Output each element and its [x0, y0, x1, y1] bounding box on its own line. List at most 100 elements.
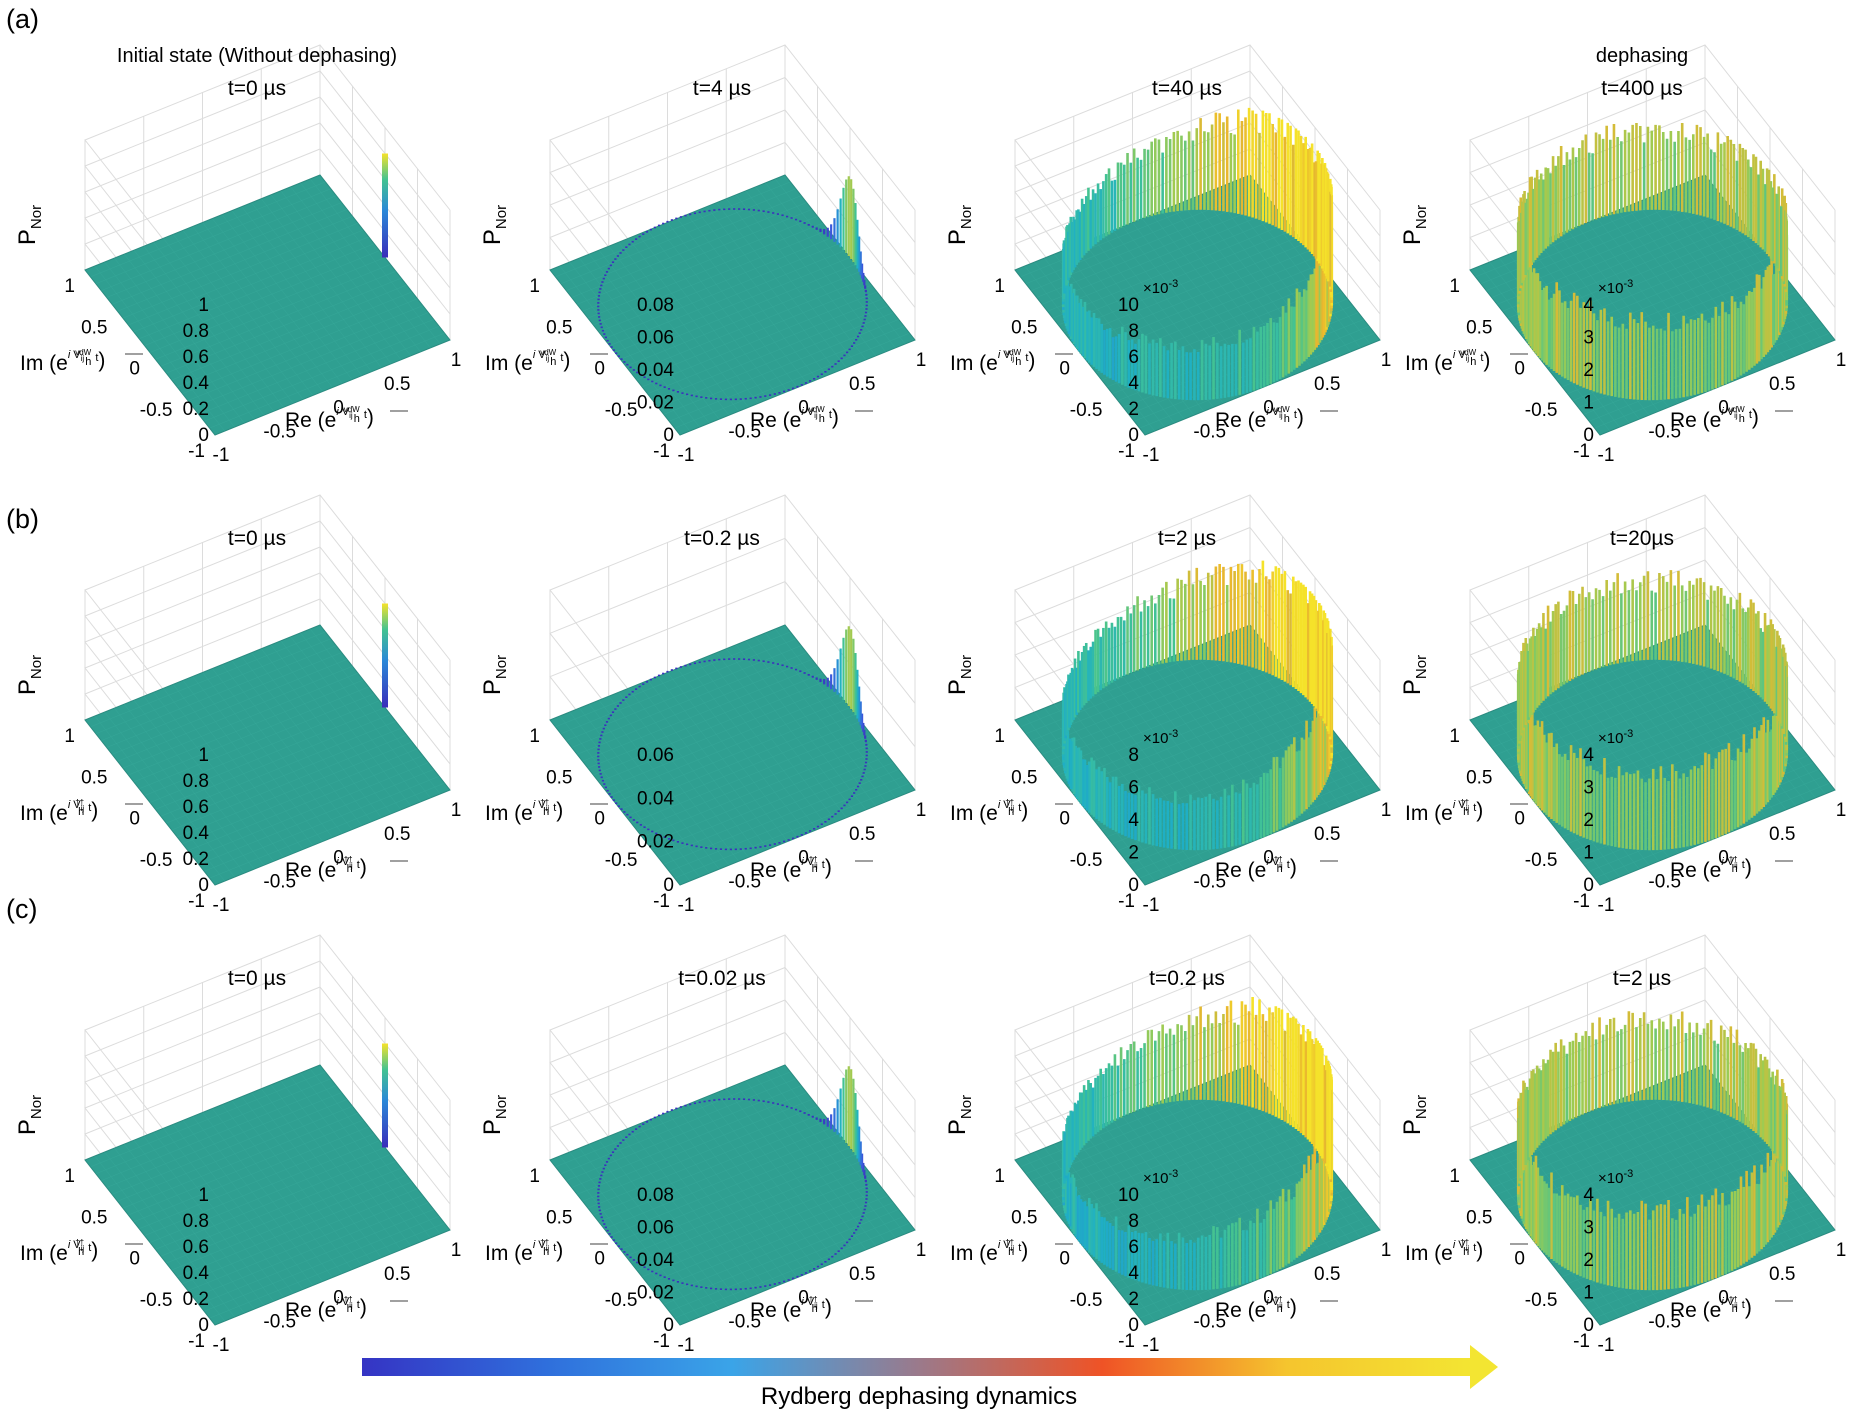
x-axis-label: Re (ei Vij†† h t): [1215, 1295, 1297, 1322]
y-tick-label: -1: [1118, 441, 1135, 462]
x-tick-label: 1: [1836, 800, 1847, 821]
y-tick-label: 0: [1059, 809, 1070, 830]
z-tick-label: 0.08: [637, 295, 674, 316]
y-tick-label: 0: [129, 359, 140, 380]
x-tick-label: -1: [1143, 895, 1160, 916]
y-tick-label: 0.5: [546, 767, 572, 788]
y-tick-label: -0.5: [1070, 1290, 1103, 1311]
bars: [597, 626, 868, 851]
z-tick-label: 0.04: [637, 1250, 674, 1271]
z-tick-label: 4: [1128, 373, 1139, 394]
z-exponent: ×10-3: [1143, 1168, 1178, 1187]
x-tick-label: -0.5: [1648, 1311, 1681, 1332]
peak-bar: [382, 153, 388, 258]
y-tick-label: -1: [653, 891, 670, 912]
bars: [1061, 107, 1334, 401]
z-ticks: 0 0.2 0.4 0.6 0.8 1: [183, 1185, 210, 1336]
x-tick-label: 0.5: [384, 374, 410, 395]
y-tick-label: -1: [188, 441, 205, 462]
x-tick-label: 1: [1836, 350, 1847, 371]
bars: [1061, 560, 1334, 851]
bars: [1516, 1011, 1789, 1291]
y-axis-label: Im (ei Vij†† h t): [1405, 798, 1483, 825]
x-tick-label: 1: [1381, 800, 1392, 821]
z-tick-label: 0.02: [637, 1283, 674, 1304]
x-axis-label: Re (ei VijvdW h t): [750, 405, 839, 432]
z-exponent: ×10-3: [1598, 1168, 1633, 1187]
mesh-line: [555, 181, 791, 278]
row-labels: (a) (b) (c): [6, 4, 39, 924]
x-tick-label: 1: [916, 800, 927, 821]
z-tick-label: 0: [1128, 875, 1139, 896]
x-tick-label: -0.5: [728, 1311, 761, 1332]
mesh-line: [775, 178, 906, 345]
x-tick-label: -0.5: [1648, 871, 1681, 892]
z-tick-label: 2: [1128, 843, 1139, 864]
z-axis-label: PNor: [1399, 1095, 1430, 1135]
z-tick-label: 0: [663, 1315, 674, 1336]
y-tick-label: 1: [1449, 1166, 1460, 1187]
x-tick-label: 0: [1263, 398, 1274, 419]
x-axis-label: Re (ei VijvdW h t): [285, 405, 374, 432]
y-tick-label: 0: [594, 1249, 605, 1270]
x-ticks: -1 -0.5 0 0.5 1: [678, 800, 927, 916]
x-tick-label: 0.5: [1314, 1264, 1340, 1285]
y-axis-label: Im (ei Vij†† h t): [20, 1238, 98, 1265]
x-axis-label: Re (ei Vij†† h t): [285, 1295, 367, 1322]
x-tick-label: -1: [678, 1335, 695, 1356]
panel-1-1: 00.020.040.06PNor-1-0.500.51-1-0.500.51I…: [479, 494, 927, 916]
mesh-line: [290, 186, 421, 352]
row-label: (b): [6, 504, 39, 534]
x-tick-label: 0: [798, 1288, 809, 1309]
z-tick-label: 0.2: [183, 849, 209, 870]
mesh-line: [775, 1068, 906, 1235]
z-tick-label: 0: [663, 875, 674, 896]
x-ticks: -1 -0.5 0 0.5 1: [1143, 800, 1392, 916]
z-exponent: ×10-3: [1143, 278, 1178, 297]
y-tick-label: -1: [188, 891, 205, 912]
x-tick-label: -1: [213, 1335, 230, 1356]
x-ticks: -1 -0.5 0 0.5 1: [1143, 350, 1392, 466]
y-ticks: -1 -0.50 0.5 1: [529, 276, 670, 462]
z-ticks: 0 1 2 3 4: [1583, 1185, 1594, 1336]
z-tick-label: 0: [1583, 1315, 1594, 1336]
bars: [1061, 997, 1334, 1291]
x-tick-label: 1: [1381, 1240, 1392, 1261]
z-ticks: 0 2 4 6 8 10: [1118, 295, 1140, 446]
y-tick-label: 0.5: [1011, 317, 1037, 338]
surface-mesh: [90, 178, 445, 432]
x-tick-label: -0.5: [728, 421, 761, 442]
y-tick-label: -0.5: [140, 1290, 173, 1311]
z-tick-label: 0: [198, 1315, 209, 1336]
z-axis-label: PNor: [1399, 655, 1430, 695]
y-tick-label: 0.5: [546, 317, 572, 338]
panel-title: t=4 µs: [693, 77, 751, 100]
y-tick-label: -0.5: [605, 850, 638, 871]
y-ticks: -1 -0.50 0.5 1: [529, 726, 670, 912]
panel-title: t=0 µs: [228, 527, 286, 550]
mesh-line: [310, 1068, 441, 1235]
y-tick-label: 0.5: [1011, 1207, 1037, 1228]
panel-0-1: 00.020.040.060.08PNor-1-0.500.51-1-0.500…: [479, 44, 926, 466]
mesh-line: [90, 631, 326, 728]
mesh-line: [95, 638, 331, 734]
z-tick-label: 1: [198, 295, 209, 316]
z-axis-label: PNor: [479, 1095, 510, 1135]
x-tick-label: 0: [1718, 398, 1729, 419]
y-tick-label: -0.5: [1525, 400, 1558, 421]
surface-mesh: [90, 1068, 445, 1322]
x-tick-label: -0.5: [728, 871, 761, 892]
mesh-line: [555, 631, 791, 728]
z-axis-label: PNor: [479, 205, 510, 245]
z-tick-label: 0: [198, 425, 209, 446]
y-tick-label: 1: [994, 726, 1005, 747]
panel-title: t=400 µs: [1601, 77, 1683, 100]
z-tick-label: 8: [1128, 321, 1139, 342]
y-axis-label: Im (ei VijvdW h t): [20, 348, 105, 375]
panel-title: t=2 µs: [1613, 967, 1671, 990]
x-tick-label: -0.5: [263, 1311, 296, 1332]
x-tick-label: -0.5: [1648, 421, 1681, 442]
y-tick-label: -1: [653, 441, 670, 462]
y-ticks: -1 -0.50 0.5 1: [1449, 1166, 1590, 1352]
